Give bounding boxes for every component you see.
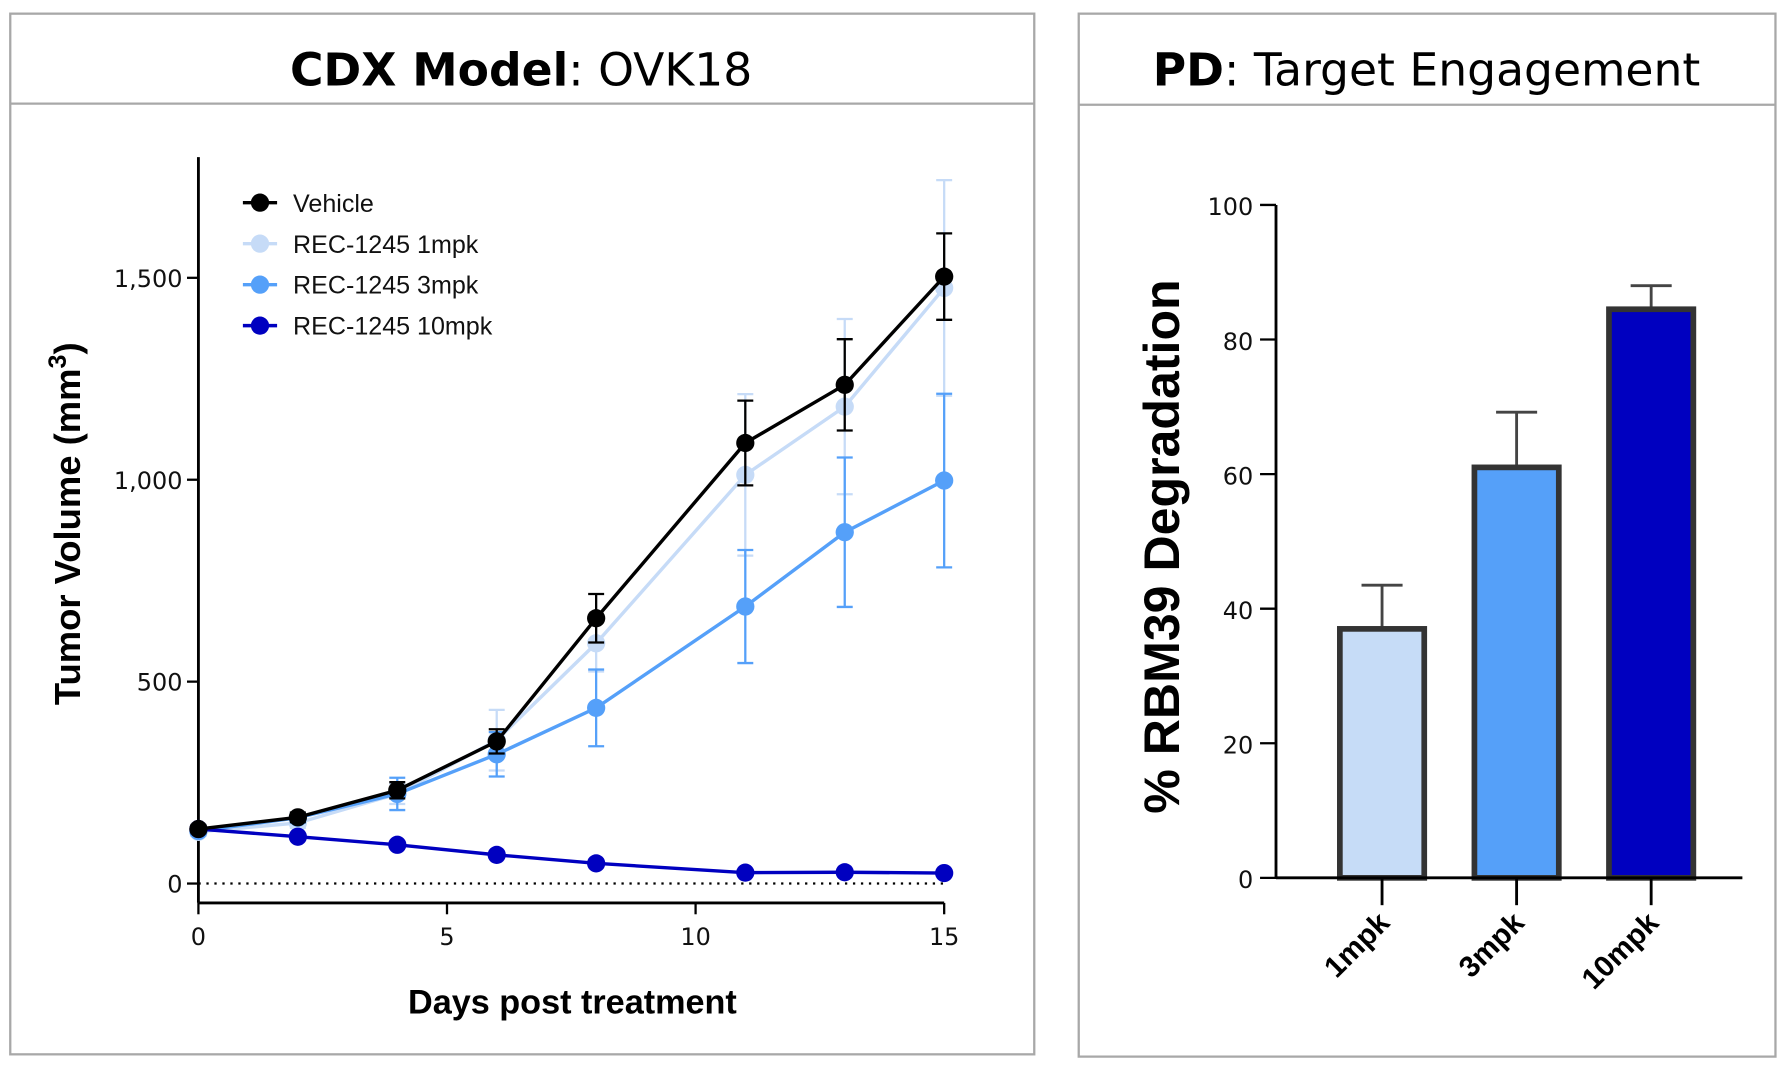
- left-panel-frame: [9, 12, 1036, 1056]
- bar-1mpk: 1mpk: [1318, 583, 1428, 984]
- x-tick-label: 3mpk: [1453, 906, 1531, 984]
- series-line: [198, 479, 945, 833]
- bar: [1337, 626, 1428, 881]
- right-panel: PD: Target Engagement 0 20 40 60 80 100 1mpk 3m…: [1077, 12, 1777, 1058]
- x-tick-label: 15: [929, 923, 959, 951]
- right-panel-title: PD: Target Engagement: [1153, 43, 1701, 96]
- legend-marker: [250, 234, 270, 253]
- legend-item: Vehicle: [242, 190, 374, 218]
- bar: [1471, 464, 1562, 881]
- legend-item: REC-1245 3mpk: [242, 272, 479, 300]
- data-point: [935, 863, 954, 883]
- data-point: [388, 835, 407, 854]
- data-point: [487, 732, 506, 751]
- series-rec-1245-3mpk: [189, 392, 954, 841]
- x-tick-label: 10: [680, 923, 710, 951]
- y-tick-label: 60: [1223, 462, 1253, 490]
- tumor-volume-line-chart: 0 500 1,000 1,500 0 5 10 15 Vehicle REC-1245 1mpk…: [114, 157, 959, 951]
- y-tick-label: 100: [1208, 193, 1254, 221]
- data-point: [736, 433, 755, 453]
- series-line: [198, 827, 945, 875]
- y-tick-label: 20: [1223, 732, 1253, 760]
- series-line: [198, 275, 946, 831]
- bar-3mpk: 3mpk: [1453, 410, 1562, 984]
- data-point: [587, 698, 606, 717]
- right-panel-frame: [1077, 12, 1777, 1058]
- y-axis-label-end: ): [47, 342, 88, 354]
- series-rec-1245-10mpk: [189, 819, 954, 883]
- legend-label: REC-1245 1mpk: [293, 231, 479, 259]
- data-point: [587, 609, 606, 628]
- data-point: [388, 781, 407, 800]
- x-tick-label: 5: [439, 923, 454, 951]
- data-point: [835, 375, 854, 394]
- legend-label: Vehicle: [293, 190, 374, 218]
- y-tick-label: 1,500: [114, 265, 183, 293]
- y-tick-label: 1,000: [114, 467, 183, 495]
- series-vehicle: [189, 232, 954, 839]
- data-point: [935, 471, 954, 490]
- data-point: [487, 845, 506, 864]
- data-point: [587, 854, 606, 873]
- series-line: [198, 286, 946, 834]
- y-axis-label-sup: 3: [44, 354, 72, 368]
- data-point: [288, 808, 307, 827]
- legend-item: REC-1245 1mpk: [242, 231, 479, 259]
- y-tick-label: 500: [137, 669, 183, 697]
- y-tick-label: 40: [1223, 597, 1253, 625]
- bar-10mpk: 10mpk: [1575, 284, 1697, 996]
- left-panel-title: CDX Model: OVK18: [290, 43, 752, 96]
- bar-y-axis-label: % RBM39 Degradation: [1134, 279, 1190, 813]
- x-tick-label: 10mpk: [1575, 906, 1665, 996]
- legend-marker: [250, 193, 270, 212]
- bar: [1606, 306, 1697, 881]
- legend-marker: [250, 316, 270, 335]
- right-title-rest: : Target Engagement: [1224, 43, 1700, 96]
- y-axis-label: Tumor Volume (mm3): [44, 342, 88, 705]
- legend-marker: [250, 275, 270, 294]
- y-tick-label: 80: [1223, 328, 1253, 356]
- y-axis-label-main: Tumor Volume (mm: [47, 368, 88, 705]
- data-point: [288, 827, 307, 846]
- x-tick-label: 0: [191, 923, 206, 951]
- data-point: [189, 819, 208, 839]
- data-point: [835, 523, 854, 542]
- left-title-bold: CDX Model: [290, 43, 568, 96]
- data-point: [736, 863, 755, 882]
- legend-label: REC-1245 10mpk: [293, 313, 493, 341]
- left-title-rest: : OVK18: [568, 43, 752, 96]
- legend-label: REC-1245 3mpk: [293, 272, 479, 300]
- legend: Vehicle REC-1245 1mpk REC-1245 3mpk REC-124…: [242, 190, 493, 341]
- y-tick-label: 0: [167, 871, 182, 899]
- y-tick-label: 0: [1238, 866, 1253, 894]
- legend-item: REC-1245 10mpk: [242, 313, 493, 341]
- data-point: [736, 597, 755, 616]
- x-tick-label: 1mpk: [1318, 906, 1396, 984]
- data-point: [835, 863, 854, 882]
- left-panel: CDX Model: OVK18 0 500 1,000 1,500 0 5 10 15 Veh…: [9, 12, 1036, 1056]
- x-axis-label: Days post treatment: [408, 983, 737, 1021]
- rbm39-bar-chart: 0 20 40 60 80 100 1mpk 3mpk 10mpk: [1208, 193, 1743, 996]
- right-title-bold: PD: [1153, 43, 1224, 96]
- data-point: [935, 267, 954, 286]
